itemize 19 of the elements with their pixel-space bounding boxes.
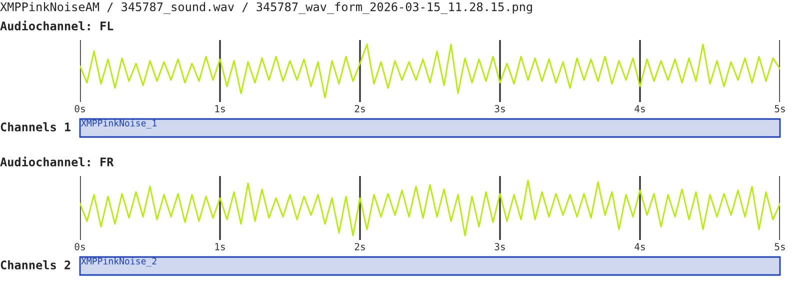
x-tick-label: 2s (354, 105, 365, 112)
x-tick-label: 3s (494, 243, 505, 250)
x-tick-label: 5s (774, 243, 785, 250)
text: Channels 1 (0, 122, 71, 132)
x-tick-label: 4s (634, 243, 645, 250)
x-tick-label: 4s (634, 105, 645, 112)
x-tick-label: 1s (215, 243, 225, 250)
x-tick-label: 0s (74, 105, 85, 112)
x-tick-label: 1s (215, 105, 225, 112)
x-tick-label: 2s (354, 243, 365, 250)
chart-subtitle: Audiochannel: FR (0, 156, 114, 166)
text: Channels 2 (0, 260, 70, 270)
text: XMPPinkNoise_2 (81, 258, 156, 266)
chart-title: XMPPinkNoiseAM / 345787_sound.wav / 345787_wav_form_2026-03-15_11.28.15.png (0, 2, 532, 14)
x-tick-label: 0s (74, 243, 85, 250)
chart-subtitle: Audiochannel: FL (0, 20, 114, 30)
text: XMPPinkNoise_1 (81, 120, 156, 128)
x-tick-label: 3s (494, 105, 505, 112)
x-tick-label: 5s (774, 105, 785, 112)
